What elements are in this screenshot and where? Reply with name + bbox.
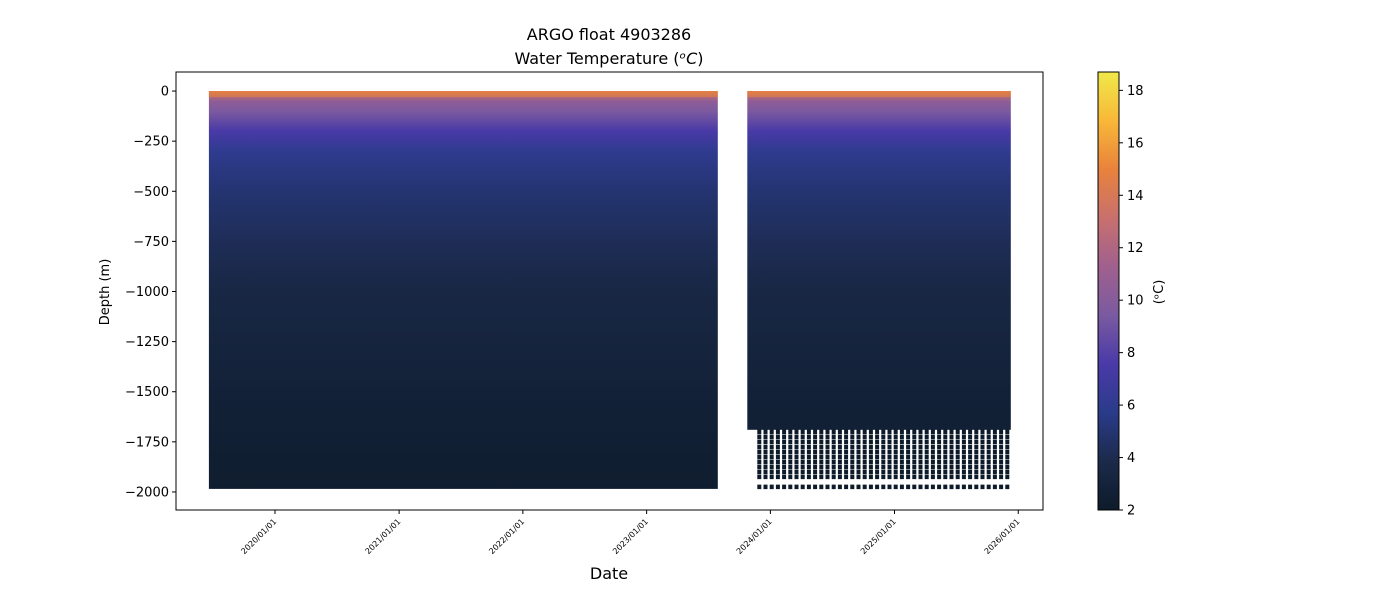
- y-tick-label: −250: [133, 135, 169, 150]
- y-tick-label: −2000: [125, 485, 169, 500]
- chart-title: ARGO float 4903286 Water Temperature (ᵒC…: [514, 25, 703, 68]
- y-tick-label: −1500: [125, 385, 169, 400]
- y-tick-label: −500: [133, 185, 169, 200]
- y-tick-label: −1750: [125, 435, 169, 450]
- surface-band-1: [208, 91, 718, 97]
- y-tick-label: −1000: [125, 285, 169, 300]
- x-axis: 2020/01/01 2021/01/01 2022/01/01 2023/01/01…: [239, 510, 1022, 556]
- y-axis-label: Depth (m): [98, 259, 113, 326]
- colorbar-tick-label: 18: [1127, 84, 1144, 99]
- x-tick-label: 2022/01/01: [487, 517, 526, 556]
- colorbar-tick-label: 16: [1127, 136, 1144, 151]
- colorbar-tick-label: 12: [1127, 241, 1144, 256]
- chart-title-line2: Water Temperature (ᵒC): [514, 49, 703, 68]
- plot-area: [175, 71, 1044, 511]
- x-axis-label: Date: [590, 564, 628, 583]
- plot-frame: [175, 71, 1044, 511]
- y-axis: 0 −250 −500 −750 −1000 −1250 −1500 −1750 −2000: [125, 85, 176, 500]
- x-tick-label: 2020/01/01: [239, 517, 278, 556]
- colorbar-tick-label: 14: [1127, 189, 1144, 204]
- x-tick-label: 2023/01/01: [611, 517, 650, 556]
- deep-sample-rows: [757, 429, 1011, 490]
- colorbar-tick-label: 8: [1127, 346, 1135, 361]
- profile-block-2: [747, 91, 1011, 430]
- chart-title-line1: ARGO float 4903286: [527, 25, 691, 44]
- surface-band-2: [747, 91, 1011, 97]
- x-tick-label: 2026/01/01: [983, 517, 1022, 556]
- colorbar: 2 4 6 8 10 12 14 16 18: [1097, 71, 1144, 519]
- colorbar-tick-label: 6: [1127, 399, 1135, 414]
- colorbar-tick-label: 2: [1127, 504, 1135, 519]
- profile-block-1: [208, 91, 718, 489]
- x-tick-label: 2025/01/01: [859, 517, 898, 556]
- colorbar-tick-label: 10: [1127, 294, 1144, 309]
- x-tick-label: 2021/01/01: [364, 517, 403, 556]
- y-tick-label: −1250: [125, 335, 169, 350]
- colorbar-gradient: [1097, 71, 1120, 511]
- colorbar-tick-label: 4: [1127, 451, 1135, 466]
- x-tick-label: 2024/01/01: [735, 517, 774, 556]
- y-tick-label: −750: [133, 235, 169, 250]
- colorbar-label: (ᵒC): [1152, 280, 1167, 305]
- y-tick-label: 0: [161, 85, 169, 100]
